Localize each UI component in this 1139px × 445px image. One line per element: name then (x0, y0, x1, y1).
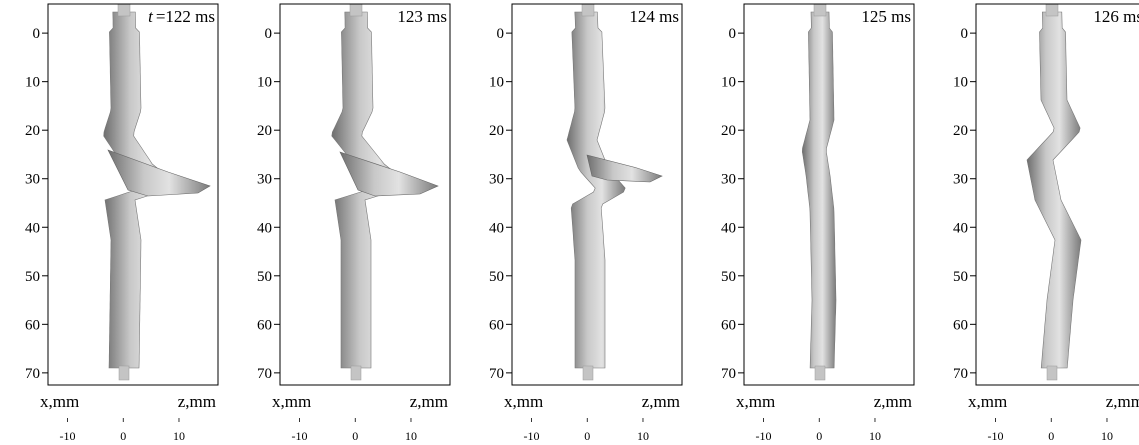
time-value: 125 ms (861, 7, 911, 26)
y-tick-label: 0 (497, 26, 505, 42)
x-tick-label: 0 (816, 429, 822, 443)
y-tick-label: 20 (953, 123, 968, 139)
jet-body (802, 12, 836, 368)
y-tick-label: 0 (729, 26, 737, 42)
x-tick-label: -10 (292, 429, 308, 443)
y-tick-label: 20 (489, 123, 504, 139)
time-label: 126 ms (1093, 7, 1139, 26)
nozzle (350, 4, 362, 16)
x-tick-label: 0 (120, 429, 126, 443)
y-tick-label: 70 (25, 366, 40, 382)
y-tick-label: 20 (257, 123, 272, 139)
panel: 126 ms 0 10 20 30 40 50 60 70 -10 0 10 x,mm z,mm (953, 4, 1139, 443)
y-tick-label: 70 (257, 366, 272, 382)
y-tick-label: 60 (257, 317, 272, 333)
x-tick-label: 0 (1048, 429, 1054, 443)
panel: 125 ms 0 10 20 30 40 50 60 70 -10 0 10 x,mm z,mm (721, 4, 914, 443)
y-tick-label: 50 (25, 269, 40, 285)
y-tick-label: 30 (489, 172, 504, 188)
x-tick-label: 0 (352, 429, 358, 443)
y-tick-label: 10 (25, 75, 40, 91)
y-axis-label: x,mm (736, 392, 775, 411)
x-tick-label: 10 (405, 429, 417, 443)
y-tick-label: 50 (489, 269, 504, 285)
x-axis-label: z,mm (642, 392, 680, 411)
y-tick-label: 40 (721, 220, 736, 236)
y-tick-label: 0 (33, 26, 41, 42)
x-tick-label: -10 (756, 429, 772, 443)
y-tick-label: 40 (953, 220, 968, 236)
y-axis-label: x,mm (504, 392, 543, 411)
figure: t=122 ms010203040506070-10010x,mmz,mm123… (0, 0, 1139, 445)
y-tick-label: 10 (721, 75, 736, 91)
y-tick-label: 10 (257, 75, 272, 91)
y-tick-label: 10 (489, 75, 504, 91)
nozzle (583, 366, 593, 380)
time-label: 124 ms (629, 7, 679, 26)
y-axis-label: x,mm (968, 392, 1007, 411)
time-value: =122 ms (156, 7, 215, 26)
x-tick-label: -10 (60, 429, 76, 443)
panel: 123 ms 0 10 20 30 40 50 60 70 -10 0 10 x,mm z,mm (257, 4, 450, 443)
y-tick-label: 30 (257, 172, 272, 188)
x-tick-label: -10 (988, 429, 1004, 443)
time-label: t=122 ms (148, 7, 215, 26)
time-label: 123 ms (397, 7, 447, 26)
x-tick-label: -10 (524, 429, 540, 443)
y-tick-label: 50 (721, 269, 736, 285)
y-tick-label: 60 (489, 317, 504, 333)
jet-twist (108, 150, 210, 196)
y-tick-label: 0 (961, 26, 969, 42)
nozzle (1046, 4, 1058, 16)
y-tick-label: 30 (953, 172, 968, 188)
x-axis-label: z,mm (178, 392, 216, 411)
y-tick-label: 0 (265, 26, 273, 42)
x-axis-label: z,mm (410, 392, 448, 411)
jet-twist (340, 152, 438, 196)
time-value: 123 ms (397, 7, 447, 26)
y-tick-label: 40 (489, 220, 504, 236)
y-tick-label: 20 (25, 123, 40, 139)
nozzle (351, 366, 361, 380)
nozzle (814, 4, 826, 16)
y-tick-label: 50 (953, 269, 968, 285)
nozzle (1047, 366, 1057, 380)
y-tick-label: 70 (489, 366, 504, 382)
y-tick-label: 30 (25, 172, 40, 188)
y-tick-label: 70 (721, 366, 736, 382)
y-axis-label: x,mm (40, 392, 79, 411)
time-value: 126 ms (1093, 7, 1139, 26)
time-label: 125 ms (861, 7, 911, 26)
x-tick-label: 10 (869, 429, 881, 443)
y-tick-label: 70 (953, 366, 968, 382)
x-tick-label: 10 (173, 429, 185, 443)
y-tick-label: 60 (721, 317, 736, 333)
nozzle (815, 366, 825, 380)
y-tick-label: 10 (953, 75, 968, 91)
x-tick-label: 0 (584, 429, 590, 443)
x-axis-label: z,mm (874, 392, 912, 411)
y-axis-label: x,mm (272, 392, 311, 411)
panel: 124 ms 0 10 20 30 40 50 60 70 -10 0 10 x,mm z,mm (489, 4, 682, 443)
nozzle (582, 4, 594, 16)
y-tick-label: 40 (257, 220, 272, 236)
jet-twist (587, 155, 662, 182)
x-axis-label: z,mm (1106, 392, 1139, 411)
panel: t=122 ms 0 10 20 30 40 50 60 70 -10 0 10 x,mm z,mm (25, 4, 218, 443)
y-tick-label: 50 (257, 269, 272, 285)
time-symbol: t (148, 7, 154, 26)
y-tick-label: 30 (721, 172, 736, 188)
nozzle (119, 366, 129, 380)
y-tick-label: 60 (25, 317, 40, 333)
y-tick-label: 60 (953, 317, 968, 333)
jet-body (567, 12, 625, 368)
y-tick-label: 20 (721, 123, 736, 139)
nozzle (118, 4, 130, 16)
y-tick-label: 40 (25, 220, 40, 236)
x-tick-label: 10 (1101, 429, 1113, 443)
x-tick-label: 10 (637, 429, 649, 443)
time-value: 124 ms (629, 7, 679, 26)
jet-body (1027, 12, 1081, 368)
